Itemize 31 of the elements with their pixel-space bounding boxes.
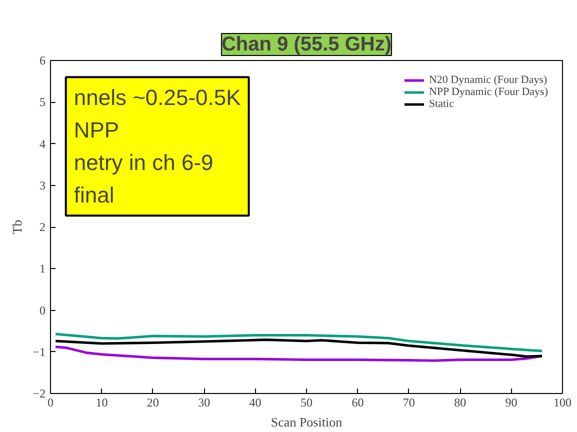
x-tick-label: 40 <box>249 396 262 410</box>
y-tick-label: 3 <box>40 178 46 192</box>
x-tick-label: 80 <box>454 396 466 410</box>
x-tick-label: 50 <box>300 396 312 410</box>
y-axis-title: Tb <box>10 220 25 234</box>
y-tick-label: 0 <box>40 303 46 318</box>
y-tick-label: 4 <box>40 136 46 151</box>
x-tick-label: 30 <box>198 396 210 410</box>
x-tick-label: 100 <box>554 396 572 410</box>
y-tick-label: 1 <box>40 262 46 276</box>
x-axis-title: Scan Position <box>270 414 343 430</box>
x-tick-label: 70 <box>402 396 415 410</box>
legend-label: N20 Dynamic (Four Days) <box>428 74 548 86</box>
legend-label: Static <box>428 98 454 110</box>
y-tick-label: 6 <box>40 54 46 68</box>
annotation: final <box>74 182 114 208</box>
x-tick-label: 60 <box>352 396 364 410</box>
annotation: nnels ~0.25-0.5K <box>74 85 242 110</box>
y-tick-label: 2 <box>40 220 46 234</box>
y-tick-label: 5 <box>40 95 46 110</box>
y-tick-label: −2 <box>32 386 46 400</box>
y-tick-label: −1 <box>32 344 46 359</box>
x-tick-label: 20 <box>146 396 159 410</box>
annotation: netry in ch 6-9 <box>74 150 214 176</box>
legend-label: NPP Dynamic (Four Days) <box>428 86 548 98</box>
chart-title: Chan 9 (55.5 GHz) <box>221 34 392 56</box>
line-series <box>54 332 544 352</box>
annotation: NPP <box>74 118 120 143</box>
line-series <box>54 338 544 358</box>
x-tick-label: 10 <box>96 396 108 410</box>
x-tick-label: 90 <box>505 396 518 410</box>
